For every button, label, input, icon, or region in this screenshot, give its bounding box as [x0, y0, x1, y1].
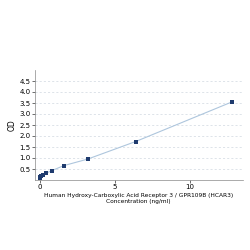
Point	[62, 164, 66, 168]
Point	[134, 140, 138, 143]
Point	[50, 169, 54, 173]
Point	[38, 176, 42, 180]
Point	[230, 100, 234, 104]
Y-axis label: OD: OD	[8, 119, 17, 131]
X-axis label: Human Hydroxy-Carboxylic Acid Receptor 3 / GPR109B (HCAR3)
Concentration (ng/ml): Human Hydroxy-Carboxylic Acid Receptor 3…	[44, 193, 234, 204]
Point	[40, 173, 44, 177]
Point	[44, 172, 48, 175]
Point	[39, 174, 43, 178]
Point	[86, 157, 90, 161]
Point	[38, 175, 42, 179]
